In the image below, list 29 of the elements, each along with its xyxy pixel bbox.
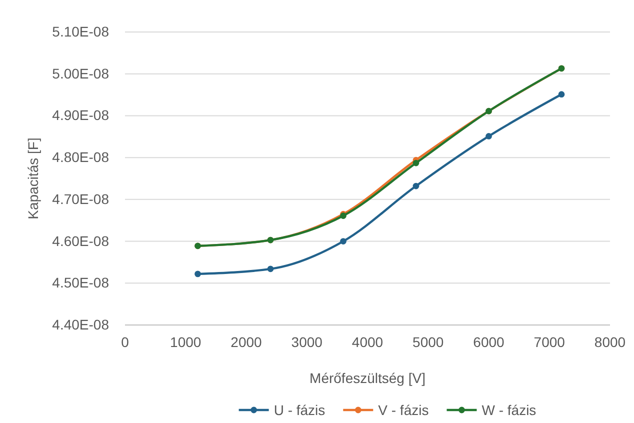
y-tick-label: 4.70E-08 [52, 190, 110, 207]
x-tick-label: 0 [121, 334, 130, 350]
point [412, 160, 420, 166]
point [194, 270, 201, 278]
legend-label: U - fázis [274, 402, 326, 418]
y-axis-title: Kapacitás [F] [25, 138, 41, 220]
point [340, 238, 346, 244]
x-tick-label: 2000 [230, 334, 262, 350]
y-tick-label: 4.50E-08 [52, 274, 110, 291]
y-tick-label: 4.90E-08 [52, 107, 110, 124]
legend-label: V - fázis [378, 402, 429, 418]
x-tick-label: 5000 [412, 334, 444, 350]
y-tick-label: 4.40E-08 [52, 316, 110, 332]
x-tick-label: 6000 [473, 334, 505, 350]
y-tick-label: 5.00E-08 [52, 65, 110, 82]
x-tick-label: 1000 [170, 334, 202, 350]
point [558, 91, 565, 98]
y-tick-label: 5.10E-08 [52, 23, 110, 40]
x-axis-title: Mérőfeszültség [V] [310, 370, 426, 386]
x-tick-label: 3000 [291, 334, 323, 350]
y-tick-label: 4.80E-08 [52, 149, 110, 166]
point [486, 133, 492, 140]
x-tick-label: 7000 [534, 334, 566, 350]
x-tick-label: 8000 [594, 334, 626, 350]
point [267, 266, 274, 272]
x-tick-label: 4000 [352, 334, 384, 350]
point [412, 182, 420, 190]
y-tick-label: 4.60E-08 [52, 232, 110, 249]
legend-label: W - fázis [482, 402, 536, 418]
